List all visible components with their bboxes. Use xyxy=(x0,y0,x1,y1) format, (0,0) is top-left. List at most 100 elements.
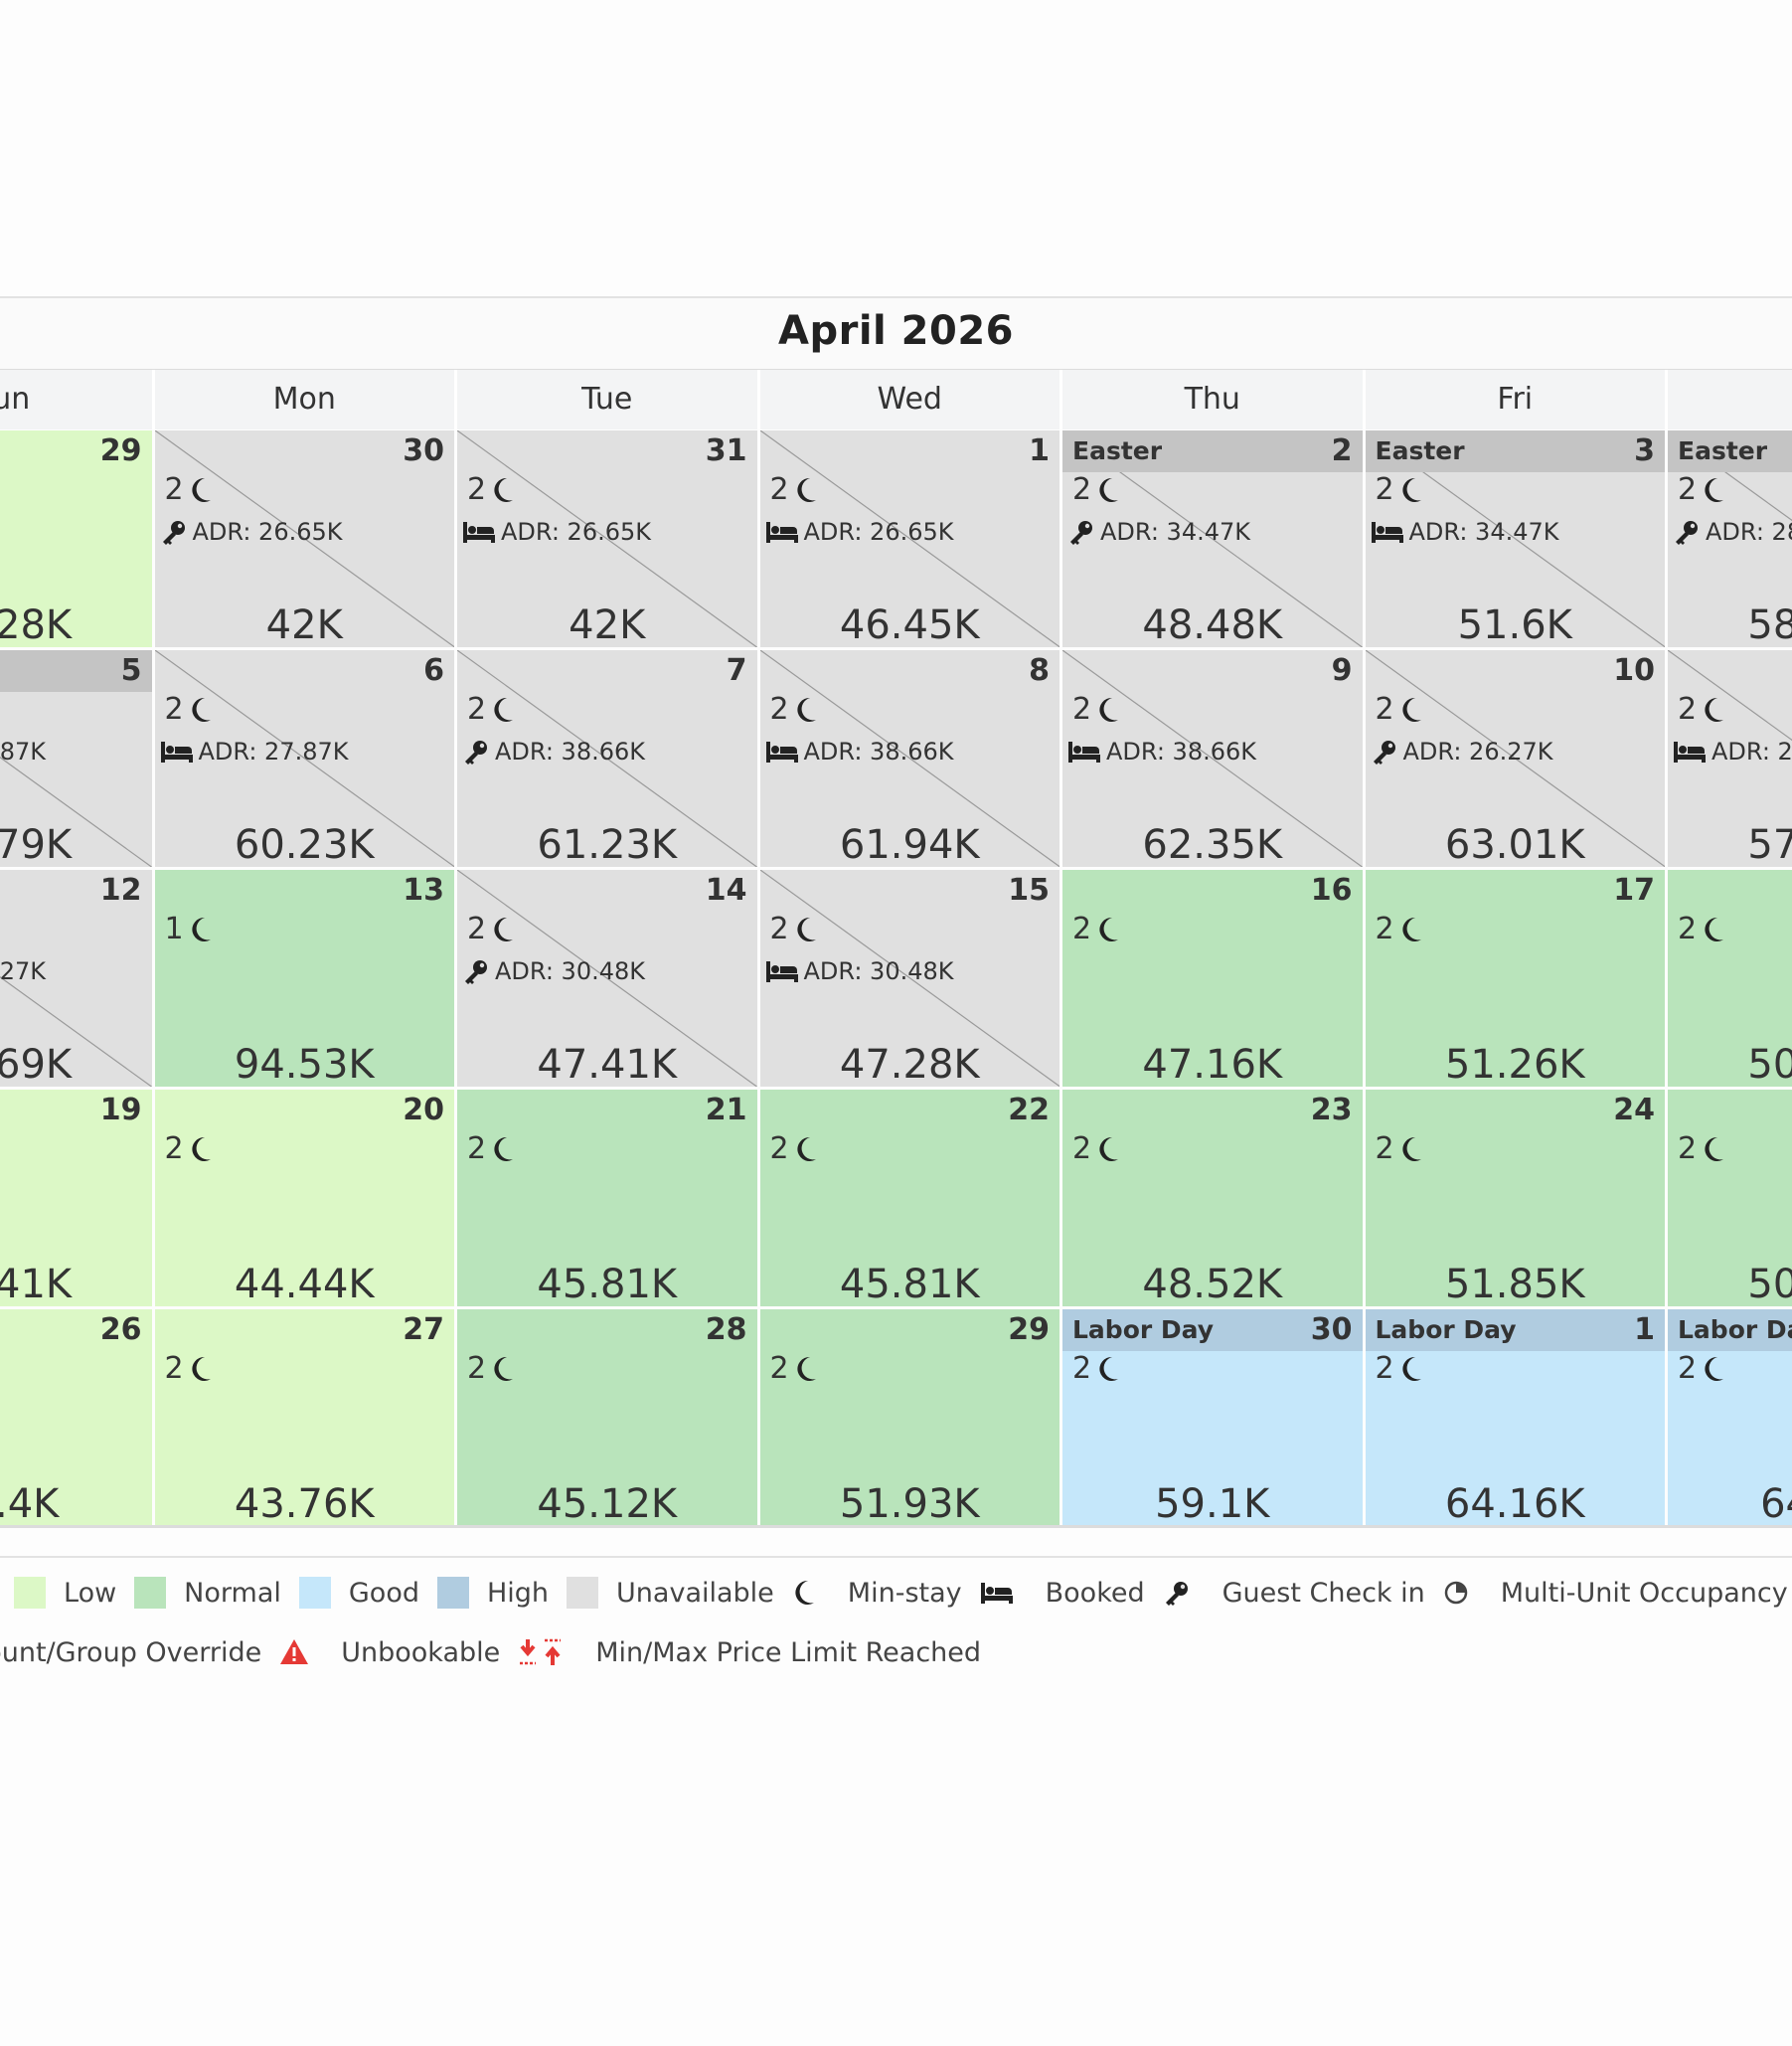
day-header-mon: Mon xyxy=(151,370,455,429)
unavailable-hatch xyxy=(457,870,757,1087)
calendar-day-cell[interactable]: Easter 2 2 ADR: 34.47K 48.48K xyxy=(1062,430,1363,647)
nightly-price: 43.4K xyxy=(0,1481,60,1526)
day-number: 12 xyxy=(99,873,142,908)
nightly-price: 46.45K xyxy=(839,602,980,647)
legend-label: Booked xyxy=(1045,1577,1145,1609)
nightly-price: 60.23K xyxy=(234,822,375,867)
nightly-price: 47.28K xyxy=(839,1042,980,1087)
calendar-day-cell[interactable]: 112ADR: 26.27K57.36K xyxy=(1668,650,1792,867)
calendar-day-cell[interactable]: 19 44.41K xyxy=(0,1090,152,1306)
bed-icon xyxy=(980,1580,1030,1606)
calendar-day-cell[interactable]: 13 1 94.53K xyxy=(154,870,454,1087)
adr-row: ADR: 26.27K xyxy=(1371,736,1553,767)
key-icon xyxy=(462,738,495,766)
adr-row: ADR: 27.87K xyxy=(160,736,349,767)
bed-icon xyxy=(160,739,199,765)
calendar-day-cell[interactable]: 16 2 47.16K xyxy=(1062,870,1363,1087)
legend-item-unavailable: Unavailable xyxy=(567,1577,774,1609)
calendar-day-cell[interactable]: 17 2 51.26K xyxy=(1365,870,1665,1087)
day-header-tue: Tue xyxy=(454,370,757,429)
calendar-day-cell[interactable]: 30 2 ADR: 26.65K 42K xyxy=(154,430,454,647)
moon-icon xyxy=(789,1355,818,1383)
calendar-day-cell[interactable]: 6 2 ADR: 27.87K 60.23K xyxy=(154,650,454,867)
calendar-day-cell[interactable]: 7 2 ADR: 38.66K 61.23K xyxy=(457,650,757,867)
moon-icon xyxy=(1091,696,1120,724)
calendar-day-cell[interactable]: 1 2 ADR: 26.65K 46.45K xyxy=(759,430,1059,647)
min-stay-value: 2 xyxy=(769,1131,789,1166)
moon-icon xyxy=(486,476,515,504)
min-stay: 2 xyxy=(467,912,515,947)
calendar-day-cell[interactable]: 21 2 45.81K xyxy=(457,1090,757,1306)
calendar-day-cell[interactable]: 29 2 51.93K xyxy=(759,1309,1059,1526)
calendar-day-cell[interactable]: Labor Day2264.9K xyxy=(1668,1309,1792,1526)
legend-item-guest-check-in: Guest Check in xyxy=(1163,1578,1425,1609)
bed-icon xyxy=(765,958,804,984)
day-number: 21 xyxy=(705,1093,747,1127)
moon-icon xyxy=(486,1135,515,1163)
nightly-price: 48.28K xyxy=(0,602,73,647)
nightly-price: 55.69K xyxy=(0,1042,73,1087)
adr-row: ADR: 38.66K xyxy=(1067,736,1256,767)
moon-icon xyxy=(1394,1355,1423,1383)
min-stay: 2 xyxy=(1678,692,1725,728)
calendar-day-cell[interactable]: 14 2 ADR: 30.48K 47.41K xyxy=(457,870,757,1087)
key-icon xyxy=(160,518,193,546)
moon-icon xyxy=(486,1355,515,1383)
calendar-day-cell[interactable]: 31 2 ADR: 26.65K 42K xyxy=(457,430,757,647)
min-stay: 2 xyxy=(165,472,213,508)
day-number: 29 xyxy=(99,433,142,468)
moon-icon xyxy=(1697,916,1725,943)
calendar-day-cell[interactable]: 29 48.28K xyxy=(0,430,152,647)
calendar-day-cell[interactable]: 9 2 ADR: 38.66K 62.35K xyxy=(1062,650,1363,867)
min-stay: 2 xyxy=(1072,692,1120,728)
bed-icon xyxy=(1067,739,1106,765)
nightly-price: 51.6K xyxy=(1457,602,1572,647)
min-stay-value: 2 xyxy=(467,1131,487,1166)
nightly-price: 64.9K xyxy=(1760,1481,1792,1526)
min-stay: 2 xyxy=(1072,1131,1120,1167)
moon-icon xyxy=(1697,1355,1725,1383)
moon-icon xyxy=(184,476,213,504)
calendar-day-cell[interactable]: 10 2 ADR: 26.27K 63.01K xyxy=(1365,650,1665,867)
min-stay-value: 2 xyxy=(1375,472,1394,507)
moon-icon xyxy=(1091,916,1120,943)
calendar-day-cell[interactable]: 22 2 45.81K xyxy=(759,1090,1059,1306)
calendar-day-cell[interactable]: 20 2 44.44K xyxy=(154,1090,454,1306)
day-number: 30 xyxy=(403,433,444,468)
adr-value: ADR: 38.66K xyxy=(495,738,645,766)
calendar-day-cell[interactable]: 26 43.4K xyxy=(0,1309,152,1526)
adr-value: ADR: 26.27K xyxy=(0,957,46,985)
calendar-day-cell[interactable]: 25250.74K xyxy=(1668,1090,1792,1306)
moon-icon xyxy=(789,696,818,724)
calendar-day-cell[interactable]: 8 2 ADR: 38.66K 61.94K xyxy=(759,650,1059,867)
moon-icon xyxy=(1091,1135,1120,1163)
calendar-day-cell[interactable]: 18250.12K xyxy=(1668,870,1792,1087)
nightly-price: 50.12K xyxy=(1747,1042,1792,1087)
calendar-day-cell[interactable]: Labor Day 1 2 64.16K xyxy=(1365,1309,1665,1526)
legend-item-normal: Normal xyxy=(134,1577,281,1609)
calendar-day-cell[interactable]: Easter42ADR: 28.44K58.16K xyxy=(1668,430,1792,647)
calendar-day-cell[interactable]: 28 2 45.12K xyxy=(457,1309,757,1526)
calendar-day-cell[interactable]: 15 2 ADR: 30.48K 47.28K xyxy=(759,870,1059,1087)
calendar-day-cell[interactable]: 27 2 43.76K xyxy=(154,1309,454,1526)
min-stay-value: 2 xyxy=(1678,692,1698,727)
calendar-day-cell[interactable]: Labor Day 30 2 59.1K xyxy=(1062,1309,1363,1526)
day-number: 23 xyxy=(1310,1093,1353,1127)
nightly-price: 44.44K xyxy=(234,1262,375,1306)
adr-row: ADR: 38.66K xyxy=(765,736,954,767)
calendar-day-cell[interactable]: 23 2 48.52K xyxy=(1062,1090,1363,1306)
day-number: 14 xyxy=(705,873,747,908)
min-stay: 2 xyxy=(467,692,515,728)
legend-item-good: Good xyxy=(298,1577,419,1609)
day-number: 8 xyxy=(1029,653,1050,688)
calendar-day-cell[interactable]: Easter52ADR: 27.87K58.79K xyxy=(0,650,152,867)
calendar-day-cell[interactable]: 24 2 51.85K xyxy=(1365,1090,1665,1306)
min-stay-value: 2 xyxy=(1072,472,1092,507)
calendar-day-cell[interactable]: 122ADR: 26.27K55.69K xyxy=(0,870,152,1087)
unavailable-hatch xyxy=(759,650,1059,867)
day-header-wed: Wed xyxy=(756,370,1060,429)
min-stay-value: 2 xyxy=(1375,692,1394,727)
calendar-day-cell[interactable]: Easter 3 2 ADR: 34.47K 51.6K xyxy=(1365,430,1665,647)
unavailable-hatch xyxy=(759,870,1059,1087)
legend-label: Min/Max Price Limit Reached xyxy=(595,1636,982,1668)
